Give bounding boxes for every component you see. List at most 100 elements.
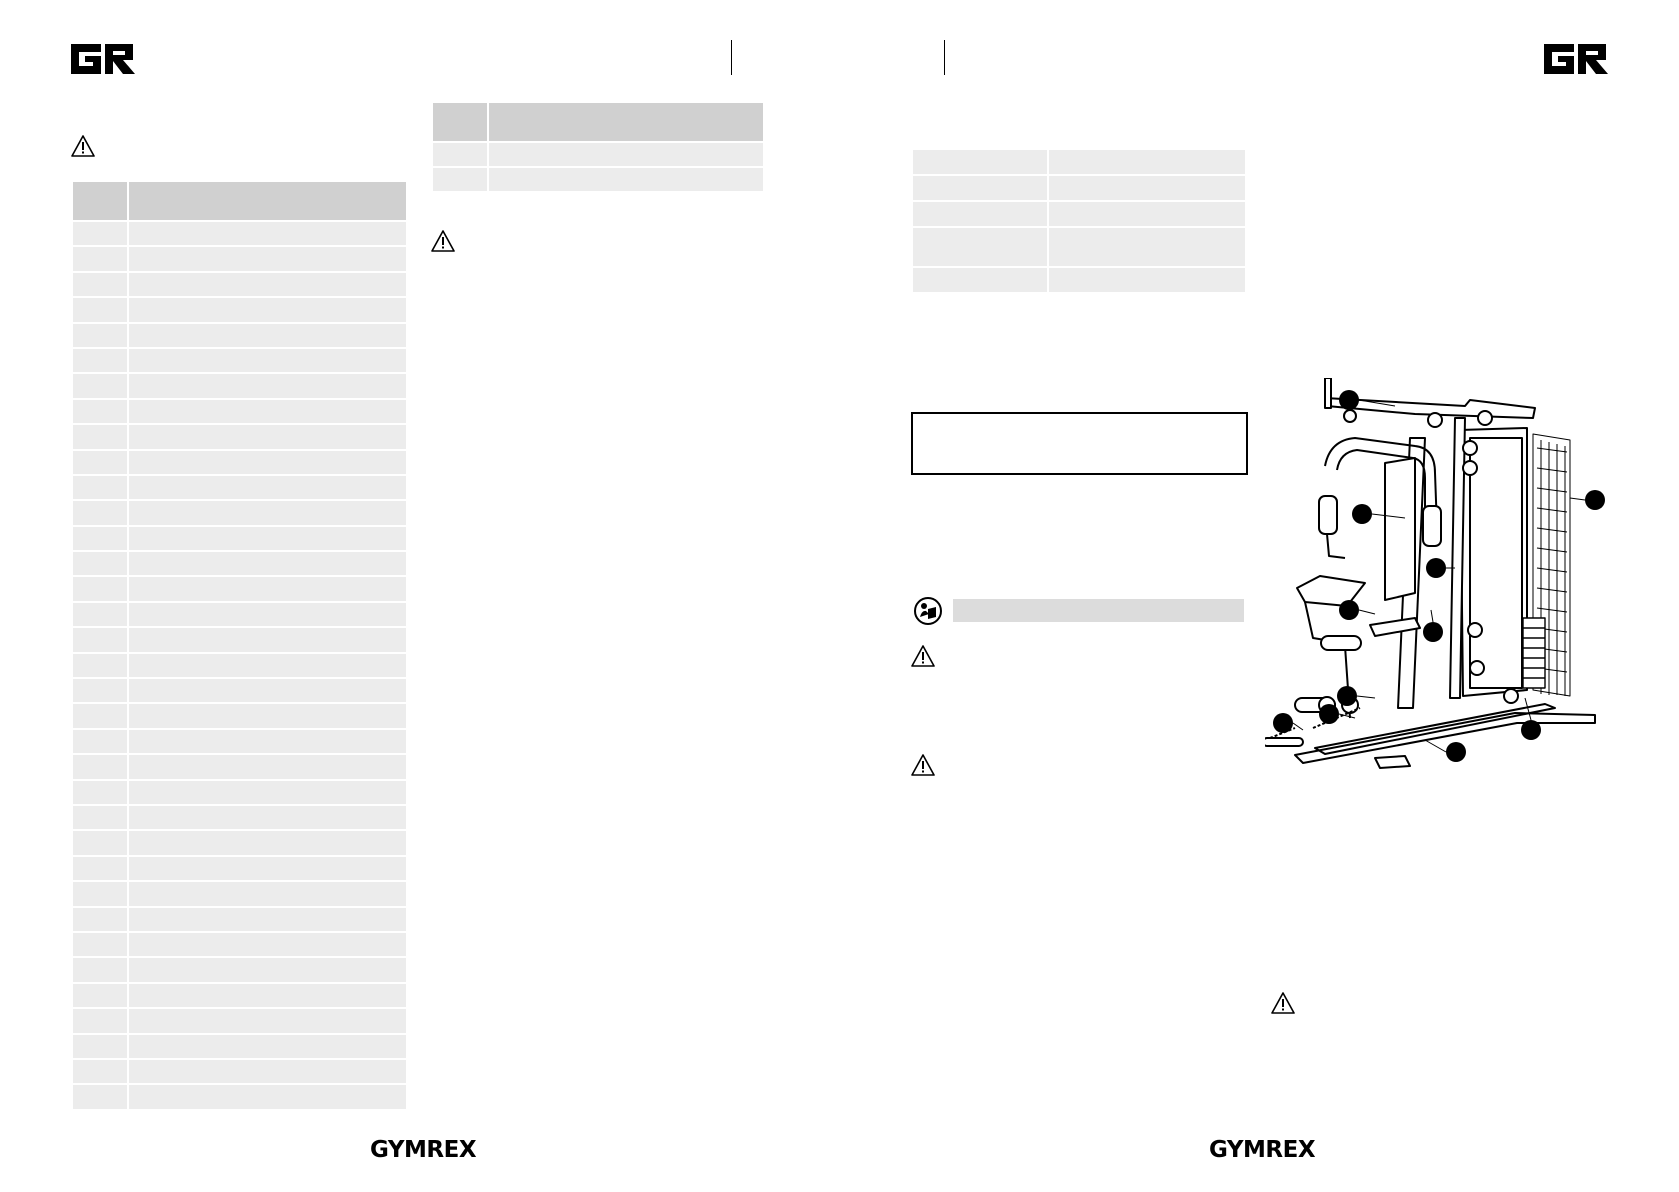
table-cell <box>1049 268 1245 292</box>
table-row <box>913 268 1245 292</box>
table-cell <box>129 628 406 652</box>
table-cell <box>129 856 406 881</box>
table-cell <box>129 272 406 297</box>
table-cell <box>129 907 406 931</box>
table-row <box>73 323 406 347</box>
table-cell <box>129 1009 406 1033</box>
table-header-row <box>433 103 763 141</box>
table-row <box>73 932 406 957</box>
table-cell <box>73 704 127 728</box>
table-cell <box>73 907 127 931</box>
table-cell <box>913 176 1047 200</box>
table-row <box>913 228 1245 266</box>
table-cell <box>913 228 1047 266</box>
table-row <box>913 176 1245 200</box>
table-row <box>73 907 406 931</box>
spec-table <box>911 148 1247 294</box>
table-cell <box>129 298 406 322</box>
table-cell <box>73 323 127 347</box>
warning-triangle-icon <box>1271 992 1295 1014</box>
table-cell <box>73 958 127 982</box>
table-cell <box>73 679 127 703</box>
parts-table <box>71 180 408 1111</box>
table-cell <box>129 450 406 474</box>
table-row <box>73 348 406 373</box>
section-heading-bar <box>953 599 1244 622</box>
warning-triangle-icon <box>71 135 95 157</box>
table-cell <box>129 323 406 347</box>
table-cell <box>433 103 487 141</box>
notice-box <box>911 412 1248 475</box>
warning-triangle-icon <box>431 230 455 252</box>
page-divider <box>944 40 945 75</box>
table-row <box>73 958 406 982</box>
table-cell <box>129 831 406 855</box>
table-row <box>73 882 406 906</box>
table-row <box>73 780 406 804</box>
table-row <box>73 856 406 881</box>
table-cell <box>73 983 127 1008</box>
table-row <box>73 1009 406 1033</box>
table-cell <box>129 602 406 627</box>
table-cell <box>73 628 127 652</box>
table-cell <box>129 182 406 220</box>
gr-logo-icon <box>71 44 135 74</box>
table-row <box>73 1085 406 1109</box>
table-cell <box>73 1009 127 1033</box>
table-cell <box>73 729 127 754</box>
table-cell <box>73 399 127 424</box>
table-cell <box>73 552 127 576</box>
table-cell <box>1049 176 1245 200</box>
table-row <box>73 272 406 297</box>
table-row <box>73 983 406 1008</box>
table-cell <box>129 755 406 779</box>
table-row <box>433 168 763 191</box>
table-cell <box>129 729 406 754</box>
table-row <box>73 577 406 601</box>
table-cell <box>129 1085 406 1109</box>
table-cell <box>73 298 127 322</box>
table-cell <box>73 222 127 246</box>
table-row <box>73 1034 406 1058</box>
table-cell <box>73 1034 127 1058</box>
table-cell <box>73 450 127 474</box>
gymrex-wordmark: GYMREX <box>370 1137 477 1163</box>
table-cell <box>73 831 127 855</box>
table-cell <box>73 526 127 551</box>
table-row <box>73 628 406 652</box>
table-cell <box>73 348 127 373</box>
table-cell <box>913 150 1047 174</box>
table-cell <box>129 374 406 398</box>
table-row <box>73 298 406 322</box>
table-cell <box>73 374 127 398</box>
table-cell <box>129 501 406 525</box>
table-cell <box>129 983 406 1008</box>
table-cell <box>129 399 406 424</box>
table-row <box>73 374 406 398</box>
table-cell <box>73 501 127 525</box>
table-cell <box>129 577 406 601</box>
table-cell <box>73 755 127 779</box>
table-cell <box>129 552 406 576</box>
table-row <box>73 501 406 525</box>
table-cell <box>73 780 127 804</box>
table-cell <box>73 272 127 297</box>
home-gym-diagram <box>1265 378 1605 769</box>
table-row <box>73 602 406 627</box>
table-cell <box>489 143 763 166</box>
table-header-row <box>73 182 406 220</box>
table-cell <box>73 882 127 906</box>
table-cell <box>73 425 127 449</box>
table-cell <box>489 168 763 191</box>
table-cell <box>1049 202 1245 226</box>
table-cell <box>433 168 487 191</box>
gr-logo-icon <box>1544 44 1608 74</box>
table-row <box>73 526 406 551</box>
table-cell <box>73 856 127 881</box>
table-row <box>73 704 406 728</box>
table-cell <box>73 247 127 271</box>
table-row <box>73 222 406 246</box>
gymrex-wordmark: GYMREX <box>1209 1137 1316 1163</box>
small-table <box>431 101 765 193</box>
read-manual-icon <box>914 597 942 625</box>
